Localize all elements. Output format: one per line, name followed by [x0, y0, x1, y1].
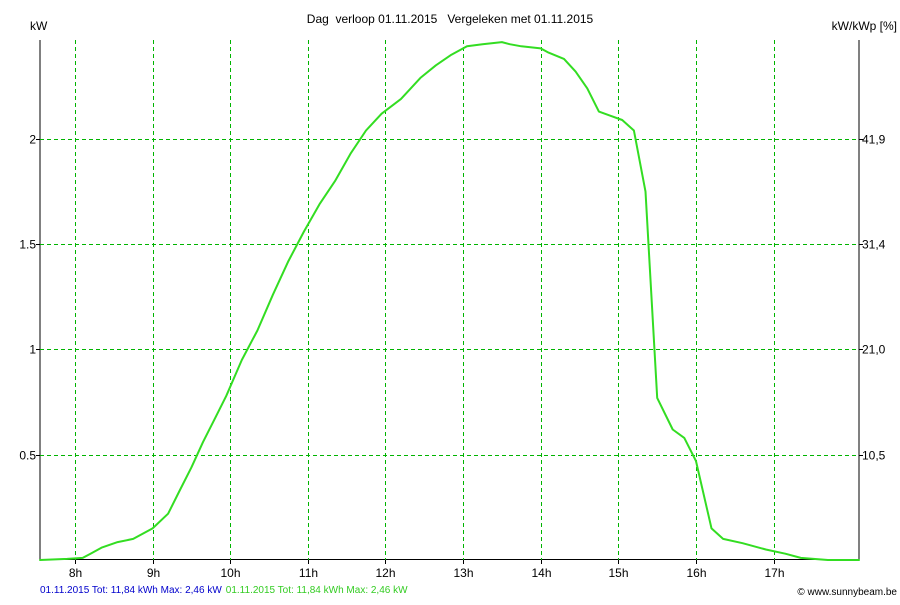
left-y-tick-label: 1 [29, 343, 36, 357]
right-axis-unit-label: kW/kWp [%] [832, 19, 897, 33]
left-y-tick-label: 0.5 [19, 449, 36, 463]
right-y-tick-label: 21,0 [862, 343, 886, 357]
series-line [39, 41, 860, 561]
left-y-tick-label: 2 [29, 133, 36, 147]
right-y-tick-label: 10,5 [862, 449, 886, 463]
x-tick-label: 15h [608, 566, 628, 580]
x-tick-label: 10h [220, 566, 240, 580]
x-tick-label: 16h [686, 566, 706, 580]
x-tick-label: 17h [764, 566, 784, 580]
x-tick-label: 11h [299, 566, 318, 580]
left-y-tick-label: 1.5 [19, 238, 36, 252]
tick-labels: 8h 9h 10h 11h 12h 13h 14h 15h 16h 17h 0.5 10,5 1 21,0… [19, 133, 885, 581]
x-tick-label: 9h [147, 566, 160, 580]
x-tick-label: 14h [531, 566, 551, 580]
chart-title: Dag verloop 01.11.2015 Vergeleken met 01… [307, 12, 594, 26]
x-tick-label: 12h [375, 566, 395, 580]
x-tick-label: 13h [453, 566, 473, 580]
right-y-tick-label: 31,4 [862, 238, 886, 252]
legend-entry-comparison: 01.11.2015 Tot: 11,84 kWh Max: 2,46 kW [226, 585, 408, 596]
footer-legend: 01.11.2015 Tot: 11,84 kWh Max: 2,46 kW 01… [40, 585, 408, 596]
grid-lines [40, 40, 859, 560]
series-layer [39, 41, 860, 561]
right-y-tick-label: 41,9 [862, 133, 886, 147]
copyright-text: © www.sunnybeam.be [797, 587, 897, 598]
x-tick-label: 8h [69, 566, 82, 580]
left-axis-unit-label: kW [30, 19, 48, 33]
legend-entry-primary: 01.11.2015 Tot: 11,84 kWh Max: 2,46 kW [40, 585, 222, 596]
